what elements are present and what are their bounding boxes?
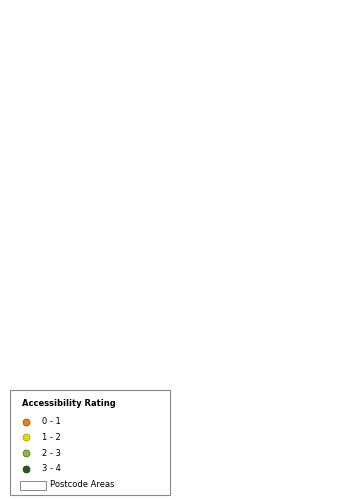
Text: Accessibility Rating: Accessibility Rating [22, 400, 115, 408]
Bar [20, 481, 45, 490]
Text: 0 - 1: 0 - 1 [42, 417, 61, 426]
Text: 3 - 4: 3 - 4 [42, 464, 61, 473]
Text: 1 - 2: 1 - 2 [42, 432, 61, 442]
Text: 2 - 3: 2 - 3 [42, 448, 61, 458]
Text: Postcode Areas: Postcode Areas [50, 480, 115, 489]
